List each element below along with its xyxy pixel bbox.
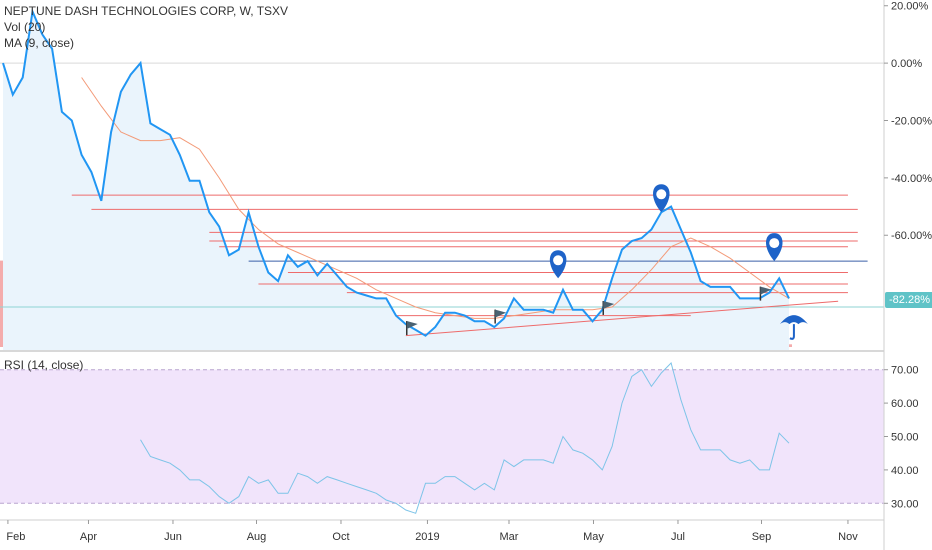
time-axis[interactable]: Feb Apr Jun Aug Oct 2019 Mar May Jul Sep Nov [6,520,858,543]
flag-icon[interactable] [494,309,507,324]
rsi-tick-label: 50.00 [891,432,919,444]
time-tick-label: Sep [752,531,772,543]
chart-markers [405,184,808,340]
flag-icon[interactable] [602,300,615,315]
price-area [3,11,789,350]
time-tick-label: Nov [838,531,858,543]
time-tick-label: Jun [164,531,182,543]
rsi-tick-label: 40.00 [891,465,919,477]
rsi-band [0,369,884,504]
umbrella-icon[interactable] [779,315,808,340]
time-tick-label: May [583,531,604,543]
rsi-line [140,362,790,514]
rsi-tick-label: 60.00 [891,398,919,410]
flag-icon[interactable] [759,286,772,301]
time-tick-label: 2019 [415,531,439,543]
time-tick-label: Oct [332,531,349,543]
rsi-tick-label: 30.00 [891,498,919,510]
rsi-pane [0,362,884,514]
price-pane [0,7,884,350]
time-tick-label: Jul [671,531,685,543]
price-tick-label: -20.00% [891,115,932,127]
ma-legend: MA (9, close) [4,36,75,50]
time-tick-label: Aug [247,531,267,543]
price-line [2,7,790,337]
time-tick-label: Mar [500,531,519,543]
time-tick-label: Feb [6,531,25,543]
price-tick-label: 0.00% [891,58,922,70]
flag-icon[interactable] [405,321,418,336]
rsi-tick-label: 70.00 [891,365,919,377]
pin-icon[interactable] [653,184,670,213]
last-price-badge: -82.28% [885,292,932,308]
symbol-title: NEPTUNE DASH TECHNOLOGIES CORP, W, TSXV [4,4,289,18]
pin-icon[interactable] [549,250,567,279]
chart-legend: NEPTUNE DASH TECHNOLOGIES CORP, W, TSXV … [4,3,288,51]
price-tick-label: -60.00% [891,230,932,242]
price-tick-label: -40.00% [891,173,932,185]
rsi-legend: RSI (14, close) [4,358,84,372]
pin-icon[interactable] [765,233,783,262]
time-tick-label: Apr [80,531,97,543]
ma-9-line [81,77,790,319]
price-axis[interactable]: 20.00% 0.00% -20.00% -40.00% -60.00% [884,1,932,243]
volume-legend: Vol (20) [4,20,46,34]
price-tick-label: 20.00% [891,1,929,13]
support-trendline [405,300,839,337]
rsi-axis[interactable]: 70.00 60.00 50.00 40.00 30.00 [884,365,919,511]
